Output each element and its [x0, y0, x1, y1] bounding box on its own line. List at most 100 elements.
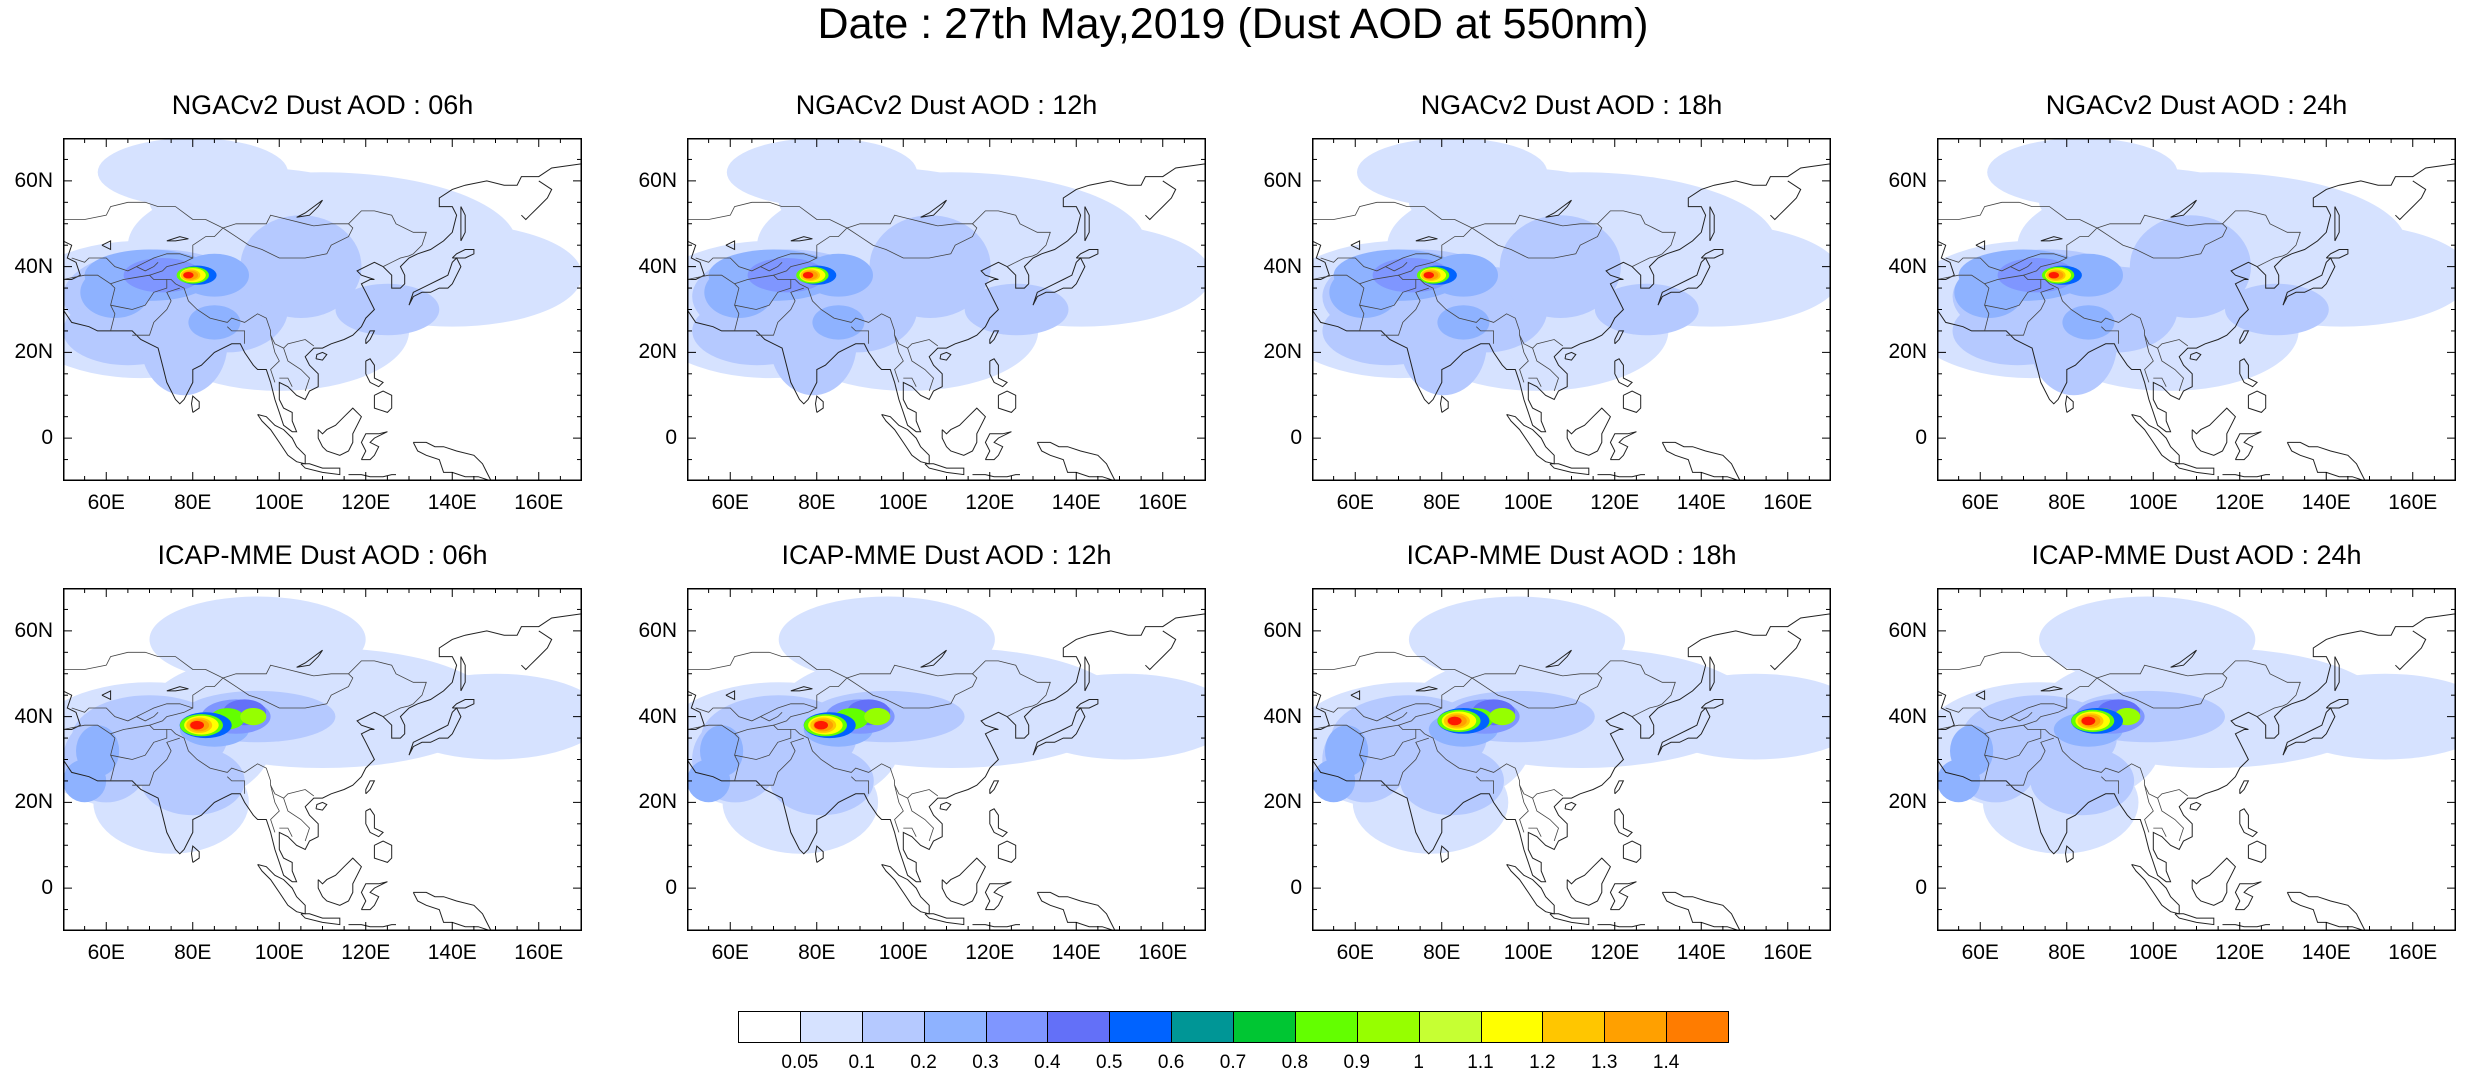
coastline: [317, 857, 363, 906]
y-tick-label: 0: [41, 426, 53, 450]
coastline: [2234, 881, 2262, 911]
dust-field-cell: [1489, 708, 1516, 726]
coastline: [1937, 690, 1955, 730]
y-tick-label: 0: [665, 876, 677, 900]
panel-title: ICAP-MME Dust AOD : 24h: [2031, 540, 2362, 570]
x-tick-label: 160E: [514, 941, 564, 964]
country-border: [1359, 729, 1564, 799]
coastline: [451, 699, 475, 709]
country-border: [110, 279, 315, 349]
x-tick-label: 80E: [1423, 491, 1461, 514]
coastline: [1937, 240, 1955, 280]
country-border: [687, 201, 848, 272]
coastline: [365, 780, 376, 795]
colorbar-label: 1.3: [1591, 1052, 1618, 1073]
x-tick-label: 140E: [2301, 491, 2351, 514]
dust-aod-map: [1937, 588, 2456, 931]
country-border: [734, 279, 939, 349]
coastline: [2286, 441, 2366, 481]
dust-field-cell: [1447, 716, 1462, 726]
dust-field-cell: [1499, 215, 1621, 318]
country-border: [1984, 274, 2041, 285]
coastline: [1075, 249, 1099, 259]
country-border: [2010, 262, 2033, 272]
country-border: [1519, 785, 1529, 833]
coastline: [1145, 630, 1177, 671]
coastline: [1937, 163, 2456, 433]
dust-field-cell: [864, 708, 891, 726]
y-tick-label: 40N: [14, 704, 53, 728]
coastline: [63, 163, 582, 433]
map-svg: [687, 138, 1206, 481]
country-border: [734, 274, 791, 285]
country-border: [756, 737, 804, 786]
y-tick-label: 20N: [1263, 790, 1302, 814]
colorbar-label: 0.4: [1034, 1052, 1061, 1073]
country-border: [851, 776, 870, 794]
map-svg: [687, 588, 1206, 931]
country-border: [1359, 274, 1416, 285]
country-border: [1385, 262, 1408, 272]
country-border: [1476, 776, 1495, 794]
x-tick-label: 120E: [1590, 941, 1640, 964]
x-tick-label: 120E: [2215, 491, 2265, 514]
coastline: [1350, 690, 1361, 701]
coastline: [1597, 924, 1645, 928]
coastline: [881, 414, 930, 465]
coastline: [1415, 236, 1438, 242]
colorbar-swatch: [799, 1011, 863, 1043]
country-border: [2101, 776, 2120, 794]
x-tick-label: 120E: [965, 491, 1015, 514]
coastline: [725, 690, 736, 701]
country-border: [756, 287, 804, 336]
x-tick-label: 100E: [878, 941, 928, 964]
coastline: [412, 891, 492, 931]
coastline: [2222, 474, 2270, 478]
coastline: [1032, 707, 1086, 756]
country-border: [1312, 651, 1473, 722]
country-border: [773, 707, 817, 726]
coastline: [1657, 257, 1711, 306]
country-border: [222, 664, 354, 709]
coastline: [1545, 199, 1572, 218]
dust-aod-map: [687, 588, 1206, 931]
x-tick-label: 80E: [1423, 941, 1461, 964]
coastline: [63, 240, 81, 280]
dust-field-cell: [1400, 746, 1504, 816]
dust-aod-map: [1312, 138, 1831, 481]
colorbar-label: 0.3: [972, 1052, 999, 1073]
country-border: [1631, 255, 1659, 267]
dust-field-cell: [2039, 596, 2256, 683]
coastline: [725, 240, 736, 251]
x-tick-label: 140E: [1676, 941, 1726, 964]
coastline: [1770, 630, 1802, 671]
country-border: [1398, 707, 1442, 726]
colorbar-label: 1.2: [1529, 1052, 1556, 1073]
country-border: [894, 785, 904, 833]
x-tick-label: 160E: [2388, 491, 2438, 514]
coastline: [1036, 441, 1116, 481]
x-tick-label: 80E: [798, 941, 836, 964]
coastline: [941, 857, 987, 906]
country-border: [348, 660, 427, 707]
country-border: [136, 262, 159, 272]
coastline: [2189, 351, 2202, 361]
coastline: [984, 431, 1012, 461]
country-border: [110, 274, 167, 285]
dust-field-cell: [2030, 746, 2135, 816]
coastline: [1032, 257, 1086, 306]
country-border: [1471, 214, 1603, 259]
coastline: [296, 199, 323, 218]
dust-field-cell: [149, 596, 366, 683]
coastline: [814, 845, 824, 863]
country-border: [894, 335, 904, 383]
y-tick-label: 40N: [638, 704, 677, 728]
coastline: [939, 801, 952, 811]
coastline: [687, 240, 705, 280]
coastline: [190, 395, 200, 413]
coastline: [1770, 180, 1802, 221]
coastline: [1312, 690, 1330, 730]
coastline: [2222, 924, 2270, 928]
coastline: [989, 808, 1008, 838]
country-border: [1937, 651, 2098, 722]
